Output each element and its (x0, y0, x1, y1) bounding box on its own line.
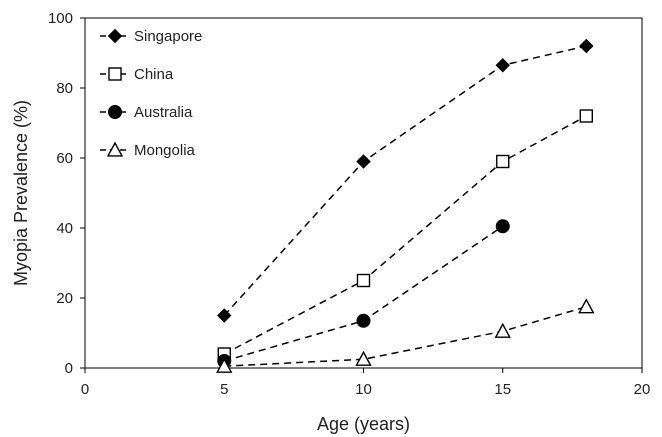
data-point (495, 58, 510, 73)
data-point (356, 273, 371, 288)
legend: Singapore China Australia Mongolia (100, 28, 202, 159)
legend-marker (108, 67, 122, 81)
legend-label: Mongolia (134, 142, 196, 159)
legend-label: China (134, 66, 174, 83)
series-mongolia (216, 298, 595, 373)
legend-item-singapore: Singapore (100, 28, 202, 45)
data-point (579, 38, 594, 54)
data-point (356, 313, 371, 328)
data-point (496, 154, 510, 169)
legend-marker (108, 105, 122, 119)
x-tick-label: 10 (355, 381, 372, 398)
series-australia (217, 219, 510, 368)
x-tick-label: 5 (220, 381, 228, 398)
y-axis-title: Myopia Prevalence (%) (11, 100, 31, 286)
legend-item-mongolia: Mongolia (100, 141, 196, 159)
y-tick-label: 60 (56, 150, 73, 167)
data-point (578, 298, 595, 314)
data-point (355, 350, 372, 366)
data-point (579, 109, 593, 123)
legend-label: Singapore (134, 28, 202, 45)
data-point (494, 322, 511, 338)
series-line (223, 115, 587, 355)
legend-item-china: China (100, 66, 174, 83)
legend-label: Australia (134, 104, 193, 121)
series-line (224, 225, 504, 362)
data-point (216, 357, 233, 373)
data-point (217, 308, 232, 323)
y-tick-label: 20 (56, 290, 73, 307)
series-line (223, 45, 587, 317)
x-tick-label: 15 (494, 381, 511, 398)
y-tick-label: 100 (48, 10, 73, 27)
data-point (495, 219, 510, 234)
y-tick-label: 80 (56, 80, 73, 97)
series-line (224, 306, 587, 367)
y-tick-label: 0 (65, 360, 73, 377)
x-tick-label: 20 (634, 381, 651, 398)
x-axis-title: Age (years) (317, 414, 410, 434)
series-singapore (217, 38, 594, 323)
x-tick-label: 0 (81, 381, 89, 398)
data-point (356, 154, 371, 169)
series-china (217, 109, 593, 361)
legend-marker (106, 141, 124, 157)
y-tick-label: 40 (56, 220, 73, 237)
legend-marker (107, 28, 123, 44)
legend-item-australia: Australia (100, 104, 193, 121)
